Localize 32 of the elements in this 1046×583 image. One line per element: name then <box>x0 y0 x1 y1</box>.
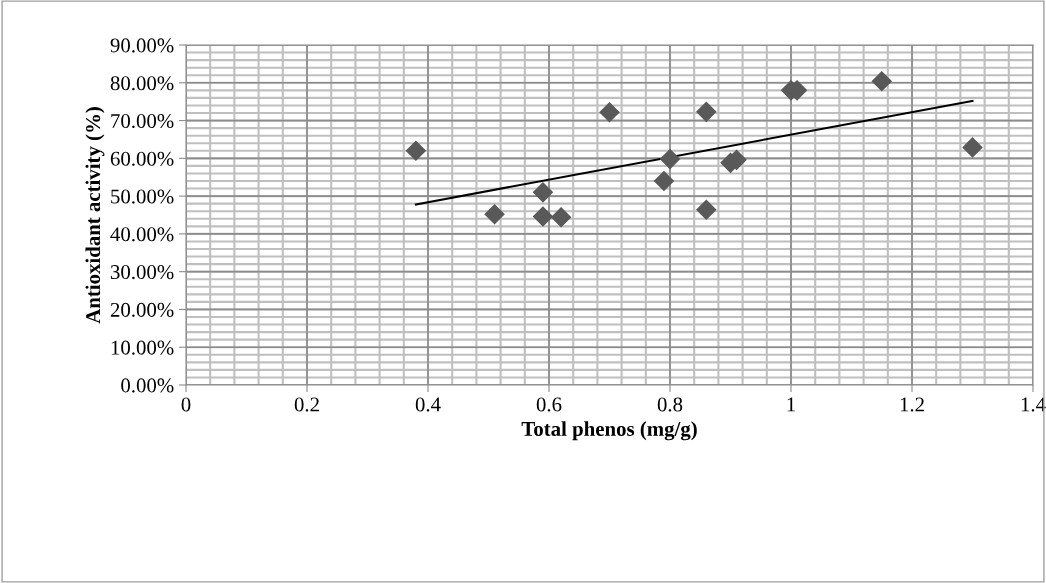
point <box>550 206 572 228</box>
x-tick-label: 1.4 <box>1021 397 1046 412</box>
point <box>653 170 675 192</box>
point <box>405 140 427 162</box>
x-tick-label: 1 <box>787 397 795 412</box>
point <box>696 101 717 123</box>
y-tick-label: 30.00% <box>110 265 174 280</box>
y-tick-label: 90.00% <box>110 38 174 53</box>
point <box>962 137 983 158</box>
y-tick-label: 20.00% <box>110 302 174 317</box>
point <box>696 199 717 221</box>
point <box>484 203 505 225</box>
y-tick-label: 60.00% <box>110 151 174 166</box>
point <box>532 206 554 227</box>
point <box>599 101 620 123</box>
x-axis-title: Total phenos (mg/g) <box>521 421 697 441</box>
point <box>532 182 554 203</box>
y-tick-label: 40.00% <box>110 227 174 242</box>
x-tick-label: 0.8 <box>657 397 683 412</box>
y-axis-title: Antioxidant activity (%) <box>85 107 105 324</box>
y-tick-label: 0.00% <box>121 378 174 393</box>
point <box>871 70 893 92</box>
x-tick-label: 0.2 <box>294 397 319 412</box>
y-tick-label: 70.00% <box>111 113 174 129</box>
y-tick-label: 10.00% <box>111 340 174 355</box>
x-tick-label: 0.6 <box>536 397 562 412</box>
x-tick-label: 0.4 <box>415 397 441 412</box>
y-tick-label: 50.00% <box>111 189 174 204</box>
x-tick-label: 0 <box>181 397 191 412</box>
point <box>659 148 681 170</box>
x-tick-label: 1.2 <box>900 397 924 412</box>
y-tick-label: 80.00% <box>110 76 174 91</box>
